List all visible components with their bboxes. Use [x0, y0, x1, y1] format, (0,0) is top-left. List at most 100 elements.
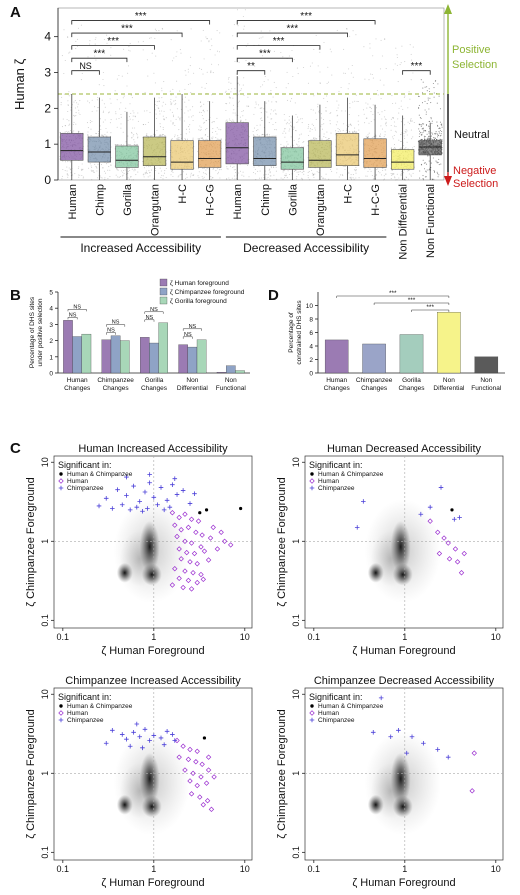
panel-c-point-human	[188, 540, 195, 546]
panel-a-point	[212, 138, 214, 140]
panel-a-point	[425, 124, 428, 127]
panel-a-point	[260, 177, 262, 179]
panel-c-point-human	[205, 767, 212, 773]
panel-a-point	[210, 178, 212, 180]
panel-a-point	[67, 176, 69, 178]
panel-a-point	[288, 119, 290, 121]
panel-a-bracket-label: ***	[107, 36, 119, 47]
panel-a-point	[198, 177, 200, 179]
panel-a-point	[286, 177, 288, 179]
panel-a-boxes	[60, 76, 442, 180]
panel-a-point	[284, 169, 286, 171]
panel-c-point-human	[187, 559, 193, 565]
panel-a-point	[441, 147, 443, 149]
panel-a-point	[357, 100, 359, 103]
panel-a-point	[165, 176, 167, 179]
panel-a-point	[70, 93, 72, 95]
panel-a-point	[431, 179, 434, 181]
panel-a-point	[75, 48, 77, 50]
panel-a-point	[79, 174, 81, 176]
panel-a-point	[127, 72, 129, 74]
panel-a-point	[172, 122, 174, 124]
panel-d-letter: D	[268, 287, 279, 304]
panel-a-point	[385, 173, 387, 175]
panel-a-point	[132, 135, 134, 137]
panel-a-point	[86, 122, 89, 124]
panel-a-point	[209, 49, 211, 51]
panel-a-point	[76, 38, 79, 40]
panel-a-point	[201, 137, 203, 139]
panel-b-bar	[72, 336, 82, 374]
panel-a-point	[434, 133, 436, 135]
panel-a-point	[62, 168, 64, 171]
panel-a-point	[347, 126, 349, 128]
panel-a-point	[350, 174, 352, 176]
panel-a-point	[100, 134, 102, 136]
panel-c-point-chimp	[452, 516, 457, 522]
panel-a-point	[369, 168, 371, 170]
panel-a-point	[371, 73, 373, 76]
panel-c-point-human	[187, 778, 193, 784]
panel-b-bar	[140, 337, 150, 374]
panel-a-point	[122, 171, 124, 173]
panel-a-point	[163, 118, 165, 120]
panel-a-point	[240, 119, 242, 121]
panel-c-point-human	[176, 514, 182, 521]
panel-a-point	[426, 86, 428, 88]
panel-a-point	[161, 110, 163, 112]
panel-a-point	[266, 133, 268, 136]
panel-c-point-chimp	[137, 734, 143, 740]
panel-a-point	[270, 167, 272, 169]
panel-a-point	[74, 173, 76, 175]
panel-a-point	[297, 73, 299, 75]
panel-a-point	[318, 112, 320, 114]
panel-a-point	[186, 138, 189, 140]
panel-a-point	[87, 134, 89, 136]
panel-c-point-both	[198, 511, 202, 515]
panel-a-point	[420, 124, 422, 126]
panel-a-point	[200, 106, 202, 108]
panel-a-point	[318, 48, 320, 50]
panel-a-point	[392, 69, 394, 71]
panel-a-point	[409, 98, 411, 100]
panel-a-point	[265, 173, 267, 175]
panel-a-point	[257, 104, 260, 106]
panel-a-point	[110, 132, 112, 134]
panel-a-point	[159, 134, 161, 136]
panel-a-point	[149, 172, 151, 174]
panel-a-point	[412, 72, 414, 74]
panel-a-point	[418, 135, 420, 138]
panel-a-box	[115, 145, 139, 168]
panel-a-point	[404, 95, 406, 97]
panel-a-point	[80, 79, 82, 81]
panel-a-point	[259, 118, 262, 120]
panel-a-point	[399, 64, 401, 66]
panel-a-point	[395, 179, 397, 181]
panel-a-point	[203, 103, 205, 105]
panel-a-point	[96, 99, 98, 101]
negative-selection-label: Selection	[453, 178, 498, 190]
panel-a-point	[403, 145, 405, 147]
panel-a-point	[197, 175, 199, 177]
panel-a-point	[142, 40, 144, 42]
panel-c-x-label: ζ Human Foreground	[101, 645, 204, 657]
panel-a-point	[303, 141, 305, 143]
panel-a-point	[254, 135, 256, 137]
panel-a-point	[302, 170, 304, 172]
panel-a-point	[355, 34, 357, 36]
panel-a-point	[184, 96, 186, 98]
panel-d-x-tick-label: Human	[326, 377, 347, 384]
panel-a-point	[260, 107, 262, 109]
panel-a-point	[243, 94, 245, 96]
panel-a-point	[419, 130, 421, 132]
panel-a-point	[106, 135, 108, 137]
panel-a-point	[91, 170, 93, 172]
panel-a-point	[314, 139, 316, 141]
panel-a-point	[116, 168, 118, 170]
panel-a-point	[352, 174, 354, 176]
panel-a-point	[178, 129, 180, 131]
panel-c-density	[113, 731, 190, 836]
panel-a-point	[163, 118, 165, 120]
panel-a-point	[240, 89, 242, 91]
